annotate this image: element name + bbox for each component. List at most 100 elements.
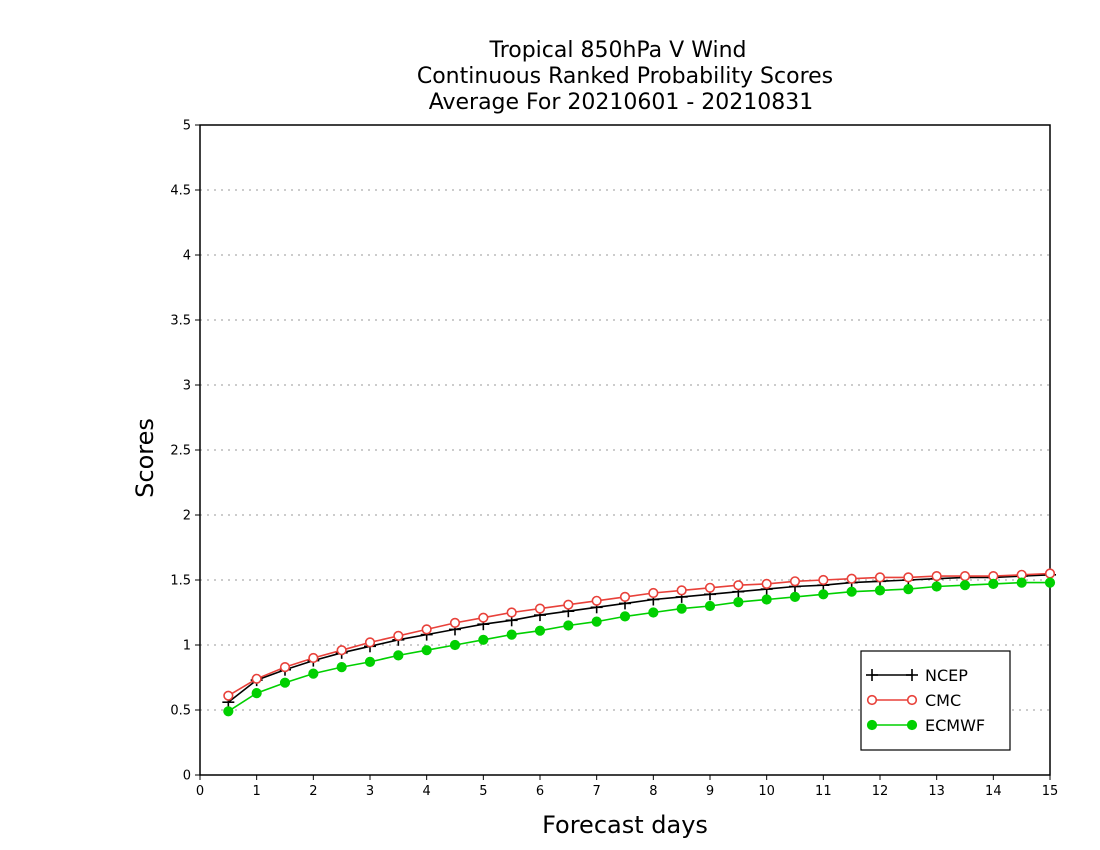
legend-ncep-label: NCEP: [925, 666, 968, 685]
series-cmc-point: [251, 673, 262, 684]
series-ecmwf-point: [761, 594, 772, 605]
x-tick-label: 11: [815, 784, 832, 799]
series-ecmwf-point: [563, 620, 574, 631]
axis-ticks: 00.511.522.533.544.550 1 2 3 4 5 6 7 8 9 10 11 12 13 1…: [170, 119, 1058, 800]
series-ecmwf-point: [1044, 577, 1056, 588]
y-tick-label: 4: [183, 249, 191, 264]
x-tick-label: 9: [706, 784, 714, 799]
y-axis-label: Scores: [131, 418, 159, 498]
series-cmc-point: [789, 576, 801, 587]
legend-ncep-entry: NCEP: [866, 666, 968, 685]
series-ecmwf-point: [818, 589, 829, 600]
x-tick-label: 12: [872, 784, 889, 799]
y-tick-label: 1: [183, 639, 191, 654]
y-tick-label: 0: [183, 769, 191, 784]
x-tick-label: 5: [479, 784, 487, 799]
series-cmc-point: [676, 585, 687, 596]
series-ecmwf-point: [449, 639, 461, 651]
legend-cmc-left-point: [866, 694, 878, 706]
series-cmc-point: [449, 617, 461, 629]
series-ecmwf-point: [506, 629, 517, 640]
series-cmc: [223, 568, 1056, 701]
series-ecmwf-point: [789, 591, 801, 603]
y-tick-label: 2: [183, 509, 191, 524]
x-tick-label: 3: [366, 784, 374, 799]
y-tick-label: 3.5: [170, 314, 191, 329]
series-cmc-point: [874, 572, 886, 583]
legend-cmc-right-point: [906, 694, 918, 706]
series-ecmwf-point: [364, 656, 376, 668]
series-ecmwf-point: [931, 581, 942, 592]
series-cmc-point: [648, 587, 659, 599]
legend-cmc-entry: CMC: [866, 691, 961, 710]
x-tick-label: 4: [423, 784, 431, 799]
series-cmc-point: [279, 661, 291, 673]
series-ecmwf-point: [591, 616, 602, 627]
y-tick-label: 2.5: [170, 444, 191, 459]
series-ecmwf-point: [874, 585, 886, 596]
x-axis-label: Forecast days: [542, 811, 708, 839]
x-tick-label: 10: [758, 784, 775, 799]
legend: NCEP CMC ECMWF: [860, 650, 1011, 751]
x-tick-label: 13: [928, 784, 945, 799]
series-cmc-point: [1044, 568, 1056, 579]
series-ecmwf-point: [846, 586, 857, 597]
series-cmc-point: [733, 580, 744, 591]
legend-ncep-right-point: [906, 669, 918, 681]
series-cmc-point: [534, 603, 546, 614]
grid-lines: [200, 189, 1050, 711]
x-tick-label: 2: [309, 784, 317, 799]
x-tick-label: 15: [1042, 784, 1059, 799]
series-ecmwf-point: [223, 706, 234, 717]
legend-ecmwf-entry: ECMWF: [866, 716, 985, 735]
series-cmc-point: [931, 570, 942, 582]
series-ecmwf-point: [393, 650, 404, 661]
series-cmc-point: [421, 624, 432, 635]
series-ecmwf-point: [534, 625, 546, 636]
x-tick-label: 8: [649, 784, 657, 799]
series-cmc-point: [393, 630, 404, 642]
series-ecmwf-point: [619, 611, 631, 622]
legend-ecmwf-right-point: [906, 719, 918, 731]
series-cmc-point: [563, 599, 574, 610]
series-ecmwf-point: [308, 668, 319, 679]
series-cmc-point: [364, 637, 376, 648]
series-cmc-point: [903, 572, 914, 583]
series-ecmwf-point: [1016, 577, 1027, 588]
series-cmc-point: [506, 607, 517, 618]
series-ecmwf-point: [336, 662, 347, 673]
legend-cmc-label: CMC: [925, 691, 961, 710]
y-tick-label: 5: [183, 119, 191, 134]
series-ecmwf-point: [903, 584, 914, 595]
series-ecmwf-point: [421, 645, 432, 656]
series-ecmwf-point: [648, 607, 659, 618]
series-ecmwf-point: [988, 578, 999, 590]
y-tick-label: 3: [183, 379, 191, 394]
series-cmc-point: [959, 570, 971, 582]
y-tick-label: 1.5: [170, 574, 191, 589]
title-line-1: Tropical 850hPa V Wind: [488, 38, 746, 63]
series-ecmwf-point: [676, 603, 687, 614]
x-tick-label: 0: [196, 784, 204, 799]
x-tick-label: 6: [536, 784, 544, 799]
series-ecmwf-point: [251, 688, 262, 699]
series-ecmwf-point: [478, 634, 489, 645]
series-cmc-point: [591, 595, 602, 606]
x-tick-label: 7: [593, 784, 601, 799]
title-line-2: Continuous Ranked Probability Scores: [417, 64, 833, 89]
series-cmc-point: [308, 652, 319, 664]
y-tick-label: 4.5: [170, 184, 191, 199]
legend-ecmwf-left-point: [866, 719, 878, 731]
series-cmc-point: [761, 578, 772, 590]
series-cmc-point: [818, 574, 829, 586]
x-tick-label: 14: [985, 784, 1002, 799]
series-cmc-point: [478, 612, 489, 623]
series-cmc-point: [336, 645, 347, 656]
series-cmc-point: [846, 573, 857, 584]
series-cmc-point: [704, 582, 716, 593]
y-tick-label: 0.5: [170, 704, 191, 719]
series-ecmwf-point: [704, 600, 716, 612]
series-ecmwf: [223, 577, 1056, 717]
legend-ecmwf-label: ECMWF: [925, 716, 985, 735]
